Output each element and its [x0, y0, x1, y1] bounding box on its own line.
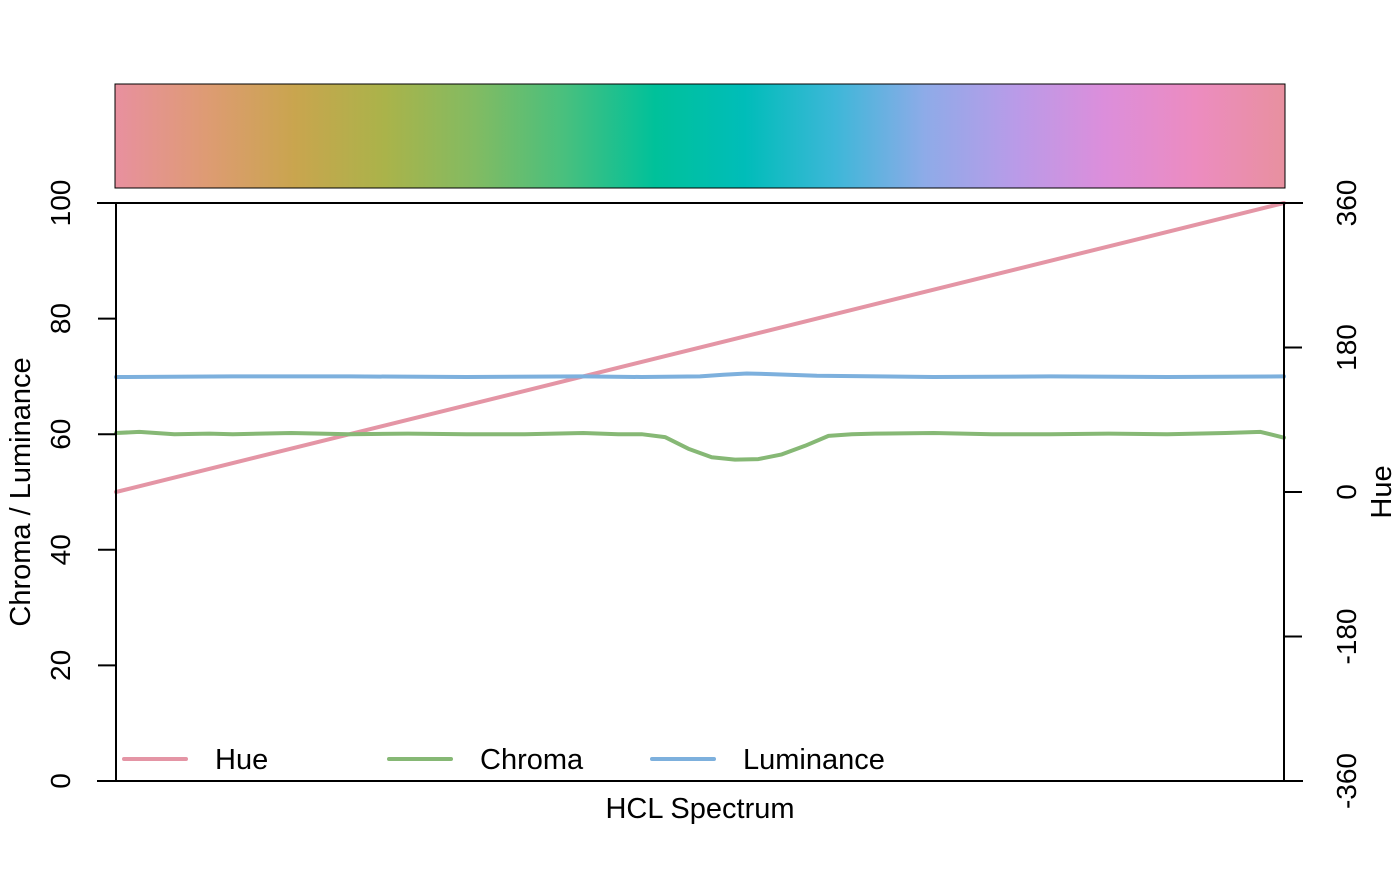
y-tick-label-left: 100: [45, 180, 76, 227]
axes-layer: 0 20 40 60 80 100 -360 -180 0 180 360: [45, 180, 1362, 809]
y-tick-label-right: -360: [1331, 753, 1362, 809]
y-tick-label-right: 0: [1331, 484, 1362, 500]
y-tick-label-left: 60: [45, 419, 76, 450]
series-line-luminance: [114, 371, 1286, 379]
series-line-chroma: [114, 429, 1286, 462]
legend-label-chroma: Chroma: [480, 744, 584, 776]
legend-label-hue: Hue: [215, 744, 268, 776]
legend: Hue Chroma Luminance: [122, 744, 885, 776]
y-tick-label-left: 80: [45, 303, 76, 334]
y-axis-label-right: Hue: [1366, 465, 1398, 518]
y-tick-label-left: 0: [45, 773, 76, 789]
y-tick-label-right: 180: [1331, 324, 1362, 371]
x-axis-label: HCL Spectrum: [605, 793, 794, 825]
y-tick-label-right: 360: [1331, 180, 1362, 227]
legend-label-luminance: Luminance: [743, 744, 885, 776]
y-tick-label-left: 20: [45, 650, 76, 681]
series-layer: [114, 201, 1286, 494]
y-tick-label-right: -180: [1331, 608, 1362, 664]
y-axis-label-left: Chroma / Luminance: [5, 357, 37, 626]
spectrum-color-bar: [114, 83, 1286, 189]
series-line-hue: [114, 201, 1286, 494]
y-tick-label-left: 40: [45, 534, 76, 565]
